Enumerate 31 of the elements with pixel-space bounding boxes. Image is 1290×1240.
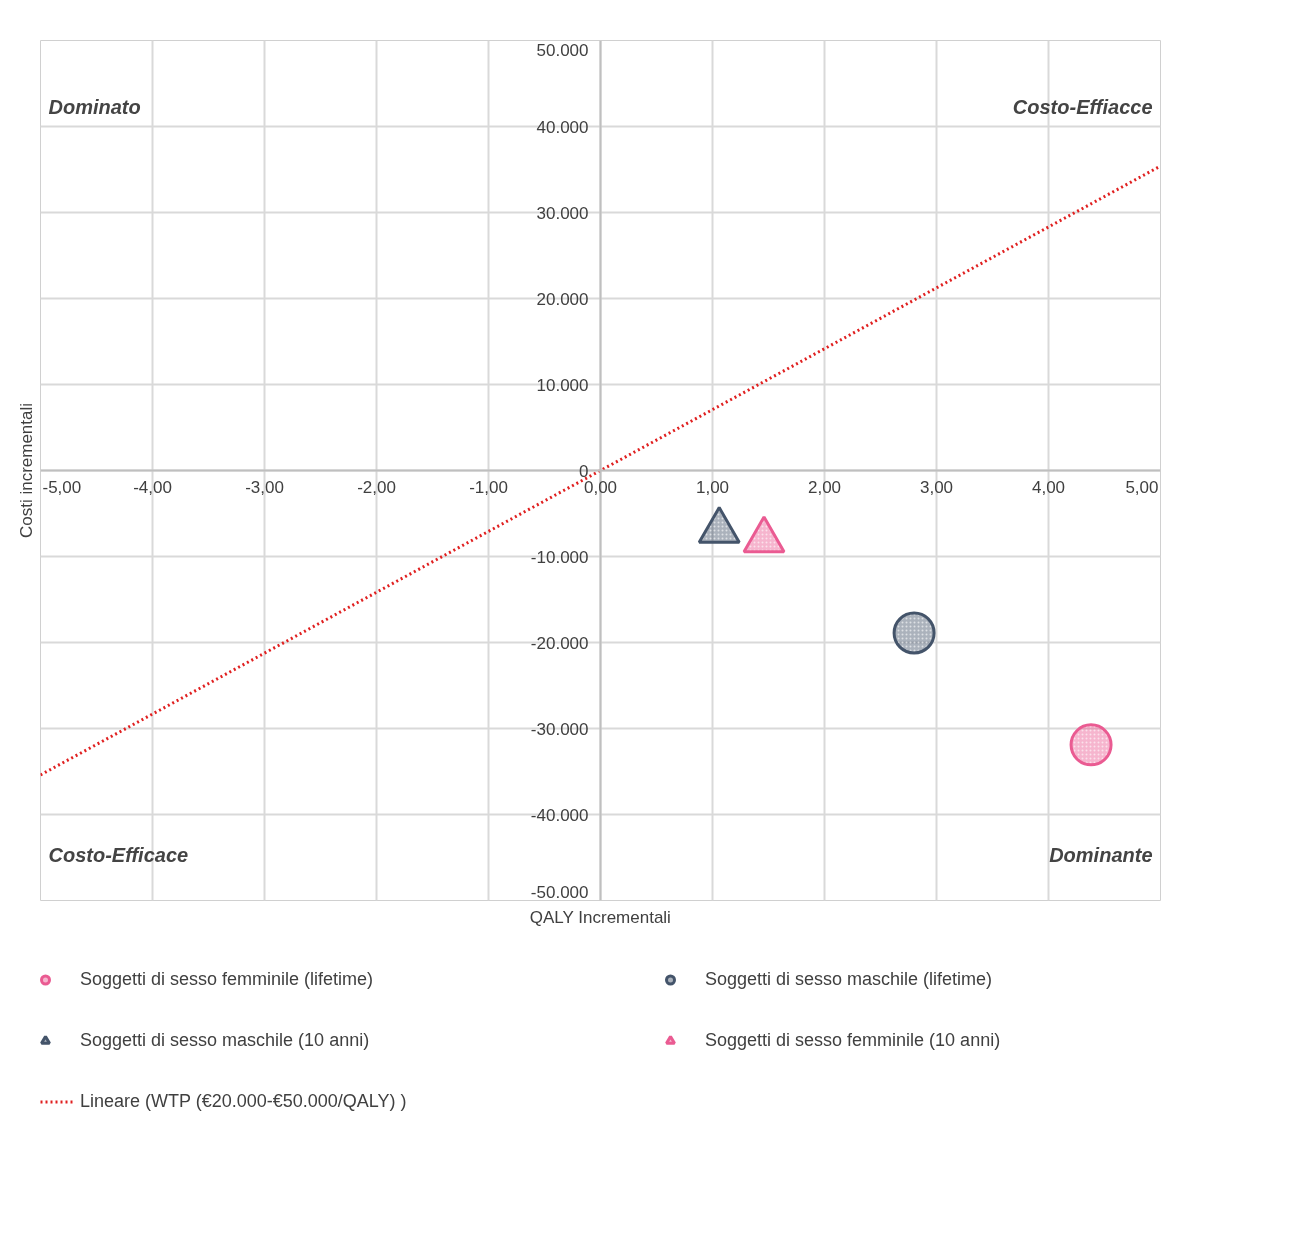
x-tick-label: -2,00 [357, 477, 396, 497]
x-tick-label: 1,00 [695, 477, 730, 497]
y-tick-label: 50.000 [536, 40, 589, 60]
x-tick-label: -3,00 [245, 477, 284, 497]
x-tick-label: -4,00 [133, 477, 172, 497]
x-tick-label: 2,00 [807, 477, 842, 497]
legend-label: Lineare (WTP (€20.000-€50.000/QALY) ) [80, 1090, 408, 1112]
annotation: Dominato [48, 95, 141, 118]
y-tick-label: 30.000 [536, 203, 589, 223]
y-tick-label: -50.000 [530, 882, 589, 902]
legend-label: Soggetti di sesso femminile (10 anni) [705, 1029, 1002, 1051]
x-axis-title: QALY Incrementali [529, 907, 671, 927]
legend-label: Soggetti di sesso femminile (lifetime) [80, 968, 375, 990]
x-tick-label: -1,00 [469, 477, 508, 497]
x-tick-label: 3,00 [919, 477, 954, 497]
annotation: Costo-Efficace [48, 843, 189, 866]
x-tick-label: 4,00 [1031, 477, 1066, 497]
x-tick-label: 5,00 [1125, 477, 1159, 497]
y-tick-label: 10.000 [536, 375, 589, 395]
y-tick-label: -10.000 [530, 547, 589, 567]
legend-label: Soggetti di sesso maschile (lifetime) [705, 968, 994, 990]
x-tick-label: -5,00 [42, 477, 82, 497]
y-tick-label: -20.000 [530, 633, 589, 653]
y-tick-label: 20.000 [536, 289, 589, 309]
y-axis-title: Costi incrementali [16, 402, 36, 539]
y-tick-label: -30.000 [530, 719, 589, 739]
annotation: Costo-Effiacce [1012, 95, 1153, 118]
annotation: Dominante [1049, 843, 1153, 866]
y-tick-label: 40.000 [536, 117, 589, 137]
y-tick-label: -40.000 [530, 805, 589, 825]
legend-label: Soggetti di sesso maschile (10 anni) [80, 1029, 371, 1051]
